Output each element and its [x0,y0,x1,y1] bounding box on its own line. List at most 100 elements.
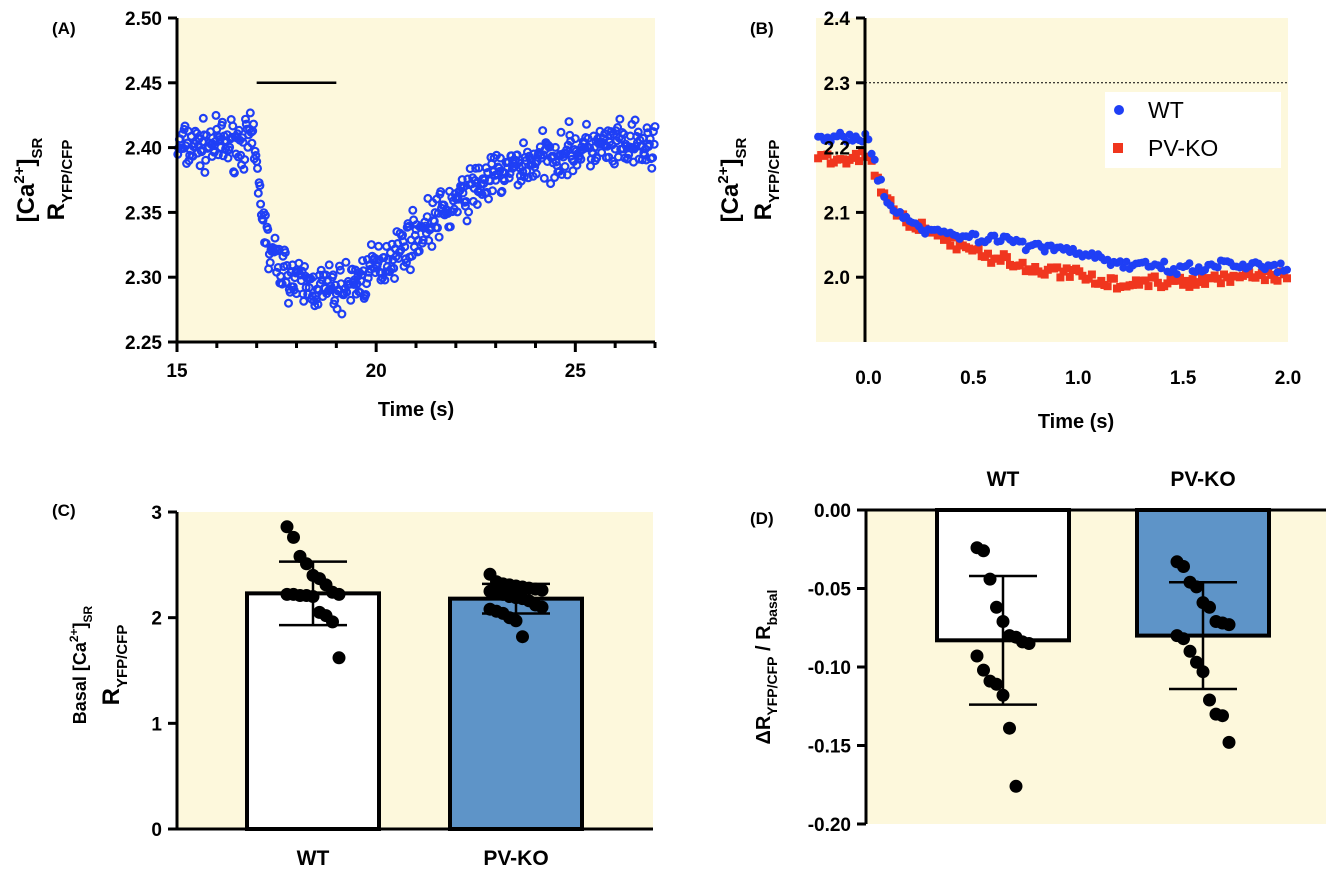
panel-d-category-label: PV-KO [1170,468,1235,491]
legend-box [1105,92,1281,168]
panel-a-data-point [512,150,522,160]
panel-c-data-point [535,600,549,614]
panel-a-data-point [213,150,223,160]
panel-c-y-tick-label: 3 [151,503,162,524]
panel-d-y-label: ΔRYFP/CFP / Rbasal [753,590,780,745]
panel-b-pvko-point [987,258,996,267]
panel-a-data-point [332,304,342,314]
panel-a-data-point [229,168,239,178]
panel-a-data-point [538,126,548,136]
panel-a-data-point [562,170,572,180]
legend-wt-marker [1114,105,1124,115]
panel-b-wt-point [867,149,876,158]
panel-b-pvko-point [952,245,961,254]
panel-c-y-tick-label: 2 [151,609,162,630]
panel-d-data-point [1177,632,1190,646]
panel-a-data-point [245,108,255,118]
panel-b-pvko-point [1153,278,1162,287]
panel-b-wt-point [1276,259,1285,268]
panel-b-background [816,18,1288,342]
panel-a-data-point [445,222,455,232]
panel-a-data-point [452,207,462,217]
panel-a-data-point [630,115,640,125]
panel-a-data-point [649,139,659,149]
panel-b-x-tick-label: 0.0 [855,368,881,389]
panel-d-data-point [1203,600,1216,614]
panel-b-pvko-point [1128,280,1137,289]
panel-a-data-point [389,263,399,273]
panel-a-data-point [261,238,271,248]
panel-b-pvko-point [1087,270,1096,279]
panel-a-data-point [341,257,351,267]
panel-d-data-point [1009,779,1023,793]
panel-a-data-point [609,159,619,169]
panel-a-data-point [335,265,345,275]
panel-c-bar-pvko [448,596,584,831]
panel-b-wt-point [1160,257,1169,266]
panel-a-data-point [408,205,418,215]
panel-b-pvko-point [996,256,1005,265]
panel-a-data-point [324,260,334,270]
panel-b-wt-point [842,137,851,146]
panel-b-pvko-point [1002,253,1011,262]
panel-c-y-tick-label: 1 [151,714,162,735]
panel-c-data-point [326,615,339,629]
panel-a-data-point [485,176,495,186]
panel-b-pvko-point [886,196,895,205]
panel-a-data-point [418,235,428,245]
panel-a-data-point [560,162,570,172]
panel-b-pvko-point [1223,273,1232,282]
panel-d-data-point [990,677,1003,691]
panel-a-data-point [225,142,235,152]
panel-b-wt-point [990,231,999,240]
panel-b-y-tick-label: 2.4 [824,9,851,30]
panel-b-pvko-point [917,218,926,227]
panel-a-data-point [198,113,208,123]
panel-b-pvko-point [858,147,867,156]
legend: WT PV-KO [1105,92,1281,168]
panel-a-data-point [280,248,290,258]
panel-b-pvko-point [1097,276,1106,285]
panel-a-data-point [260,210,270,220]
panel-a-data-point [304,283,314,293]
panel-a-data-point [328,270,338,280]
panel-d-ticks: WT PV-KO 0.00 -0.05 -0.10 -0.15 -0.20 [808,468,1236,836]
panel-b-wt-point [1018,237,1027,246]
panel-a-data-point [531,169,541,179]
panel-a-data-point [249,119,259,129]
panel-b-pvko-point [1018,258,1027,267]
panel-b-y-tick-label: 2.0 [824,268,850,289]
panel-d-data-point [1183,644,1197,658]
panel-b-pvko-point [1144,282,1153,291]
panel-a-data-point [256,199,266,209]
panel-d-data-point [1003,721,1016,735]
panel-a-data-point [613,122,623,132]
panel-c-bar-wt [245,591,381,832]
panel-c-data-point [509,614,523,628]
panel-a-data-point [263,224,273,234]
panel-a-data-point [228,121,238,131]
panel-a-points [173,108,660,319]
panel-a-data-point [480,175,490,185]
panel-a-data-point [407,251,417,261]
panel-b-pvko-point [1065,272,1074,281]
panel-a-data-point [483,168,493,178]
panel-a-data-point [400,242,410,252]
panel-a-data-point [238,137,248,147]
panel-a-data-point [300,262,310,272]
panel-a-y-tick-label: 2.35 [125,203,162,224]
panel-a-data-point [647,163,657,173]
panel-b-tag: (B) [750,19,774,38]
panel-a-y-tick-label: 2.30 [125,268,162,289]
panel-d-y-tick-label: -0.10 [808,658,851,679]
panel-b-pvko-point [1084,274,1093,283]
panel-a-data-point [495,153,505,163]
panel-c-y-label-2: RYFP/CFP [98,625,131,706]
panel-d-data-point [970,649,984,663]
panel-b-pvko-point [1260,276,1269,285]
panel-a-data-point [265,258,275,268]
panel-a-data-point [405,265,415,275]
panel-a-data-point [648,127,658,137]
panel-c-y-tick-label: 0 [151,820,162,841]
